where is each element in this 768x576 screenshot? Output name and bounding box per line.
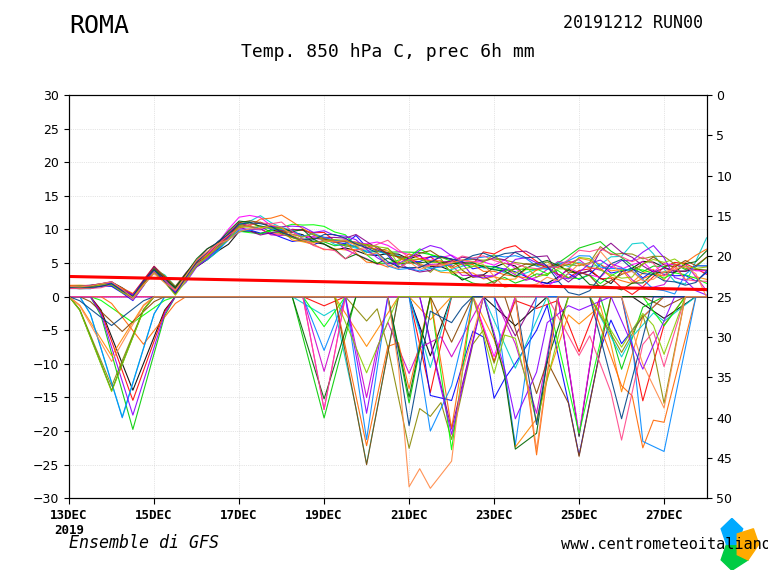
Text: 20191212 RUN00: 20191212 RUN00 xyxy=(563,14,703,32)
Text: ROMA: ROMA xyxy=(69,14,129,39)
Text: Ensemble di GFS: Ensemble di GFS xyxy=(69,534,219,552)
Text: www.centrometeoitaliano.it: www.centrometeoitaliano.it xyxy=(561,537,768,552)
Polygon shape xyxy=(737,529,759,560)
Text: Temp. 850 hPa C, prec 6h mm: Temp. 850 hPa C, prec 6h mm xyxy=(241,43,535,61)
Polygon shape xyxy=(721,518,743,544)
Polygon shape xyxy=(721,544,748,570)
